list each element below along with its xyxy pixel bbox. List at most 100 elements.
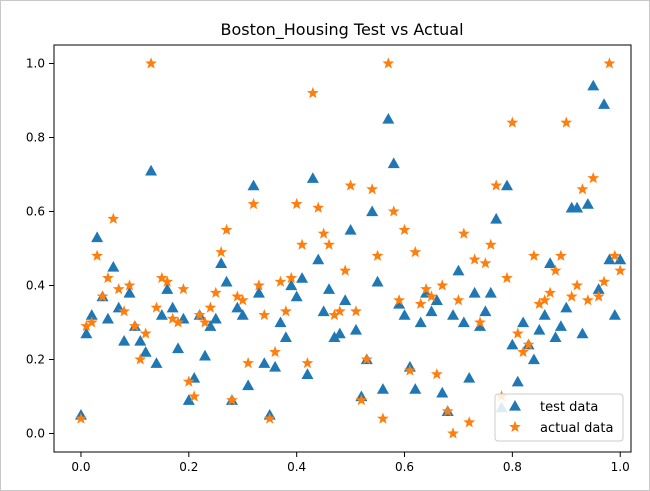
test-point	[118, 335, 131, 346]
test-point	[242, 379, 255, 391]
test-point	[339, 294, 352, 305]
test-point	[479, 305, 492, 317]
actual-point	[242, 357, 255, 369]
actual-point	[501, 271, 513, 284]
test-point	[376, 383, 389, 394]
y-tick-label: 0.8	[26, 131, 45, 145]
actual-point	[177, 283, 190, 295]
test-point	[371, 275, 384, 287]
test-point	[155, 309, 168, 320]
test-point	[538, 309, 551, 320]
actual-point	[107, 212, 120, 224]
y-tick-label: 0.0	[26, 427, 45, 441]
y-tick-label: 0.2	[26, 353, 45, 367]
test-point	[123, 286, 136, 298]
test-point	[608, 309, 621, 320]
actual-point	[377, 412, 389, 424]
test-point	[544, 257, 557, 268]
y-tick-label: 1.0	[26, 57, 45, 71]
actual-point	[317, 227, 330, 239]
test-point	[279, 331, 292, 342]
test-point	[91, 231, 104, 243]
x-tick-label: 1.0	[611, 460, 630, 474]
actual-point	[85, 316, 98, 328]
test-point	[511, 375, 524, 387]
test-point	[425, 305, 438, 317]
actual-point	[312, 201, 325, 213]
actual-point	[555, 249, 567, 261]
actual-point	[328, 308, 341, 321]
actual-point	[209, 286, 222, 298]
x-tick-label: 0.8	[503, 460, 522, 474]
test-point	[500, 179, 513, 191]
actual-point	[484, 238, 497, 250]
actual-point	[447, 427, 459, 439]
actual-point	[409, 246, 422, 258]
test-point	[587, 79, 600, 91]
chart-title: Boston_Housing Test vs Actual	[220, 20, 463, 40]
test-series	[74, 79, 627, 420]
test-point	[484, 286, 497, 298]
plot-area	[53, 44, 632, 453]
test-point	[430, 294, 443, 305]
actual-point	[290, 197, 303, 210]
actual-point	[506, 116, 519, 128]
test-point	[247, 179, 260, 191]
actual-point	[236, 294, 249, 306]
test-point	[468, 286, 481, 298]
test-point	[215, 257, 228, 268]
actual-point	[215, 246, 228, 258]
actual-point	[263, 412, 276, 424]
actual-point	[226, 394, 238, 406]
test-point	[285, 279, 298, 291]
actual-point	[247, 197, 260, 210]
test-point	[474, 320, 487, 331]
actual-point	[118, 305, 130, 317]
test-point	[209, 312, 222, 324]
actual-point	[528, 249, 540, 261]
test-point	[398, 309, 411, 320]
actual-point	[301, 357, 314, 369]
actual-point	[344, 179, 357, 191]
test-point	[506, 338, 519, 350]
test-point	[614, 253, 627, 265]
test-point	[490, 212, 503, 224]
actual-point	[75, 412, 87, 424]
actual-point	[285, 271, 298, 284]
test-point	[344, 224, 357, 235]
actual-point	[398, 223, 411, 236]
test-point	[161, 283, 174, 294]
test-point	[560, 301, 573, 313]
actual-point	[441, 405, 454, 417]
actual-point	[598, 275, 610, 287]
legend: test data actual data	[494, 393, 624, 442]
actual-point	[323, 238, 335, 250]
actual-point	[360, 353, 373, 365]
actual-point	[544, 286, 557, 298]
test-point	[198, 349, 211, 361]
actual-legend-marker	[509, 420, 521, 433]
actual-point	[576, 183, 589, 195]
actual-point	[436, 279, 449, 291]
test-point	[603, 253, 616, 265]
test-point	[571, 201, 584, 213]
test-point	[306, 172, 319, 183]
x-tick-label: 0.4	[287, 460, 306, 474]
test-point	[452, 264, 465, 276]
actual-point	[538, 294, 551, 306]
actual-point	[172, 316, 184, 328]
actual-point	[490, 179, 503, 191]
test-point	[204, 320, 217, 331]
actual-point	[150, 301, 163, 313]
actual-point	[182, 375, 195, 387]
test-point	[527, 353, 540, 365]
actual-point	[603, 57, 616, 69]
test-point	[101, 312, 114, 324]
test-point	[436, 386, 449, 398]
test-point	[80, 327, 93, 339]
actual-point	[139, 327, 152, 339]
actual-point	[571, 279, 583, 291]
test-point	[463, 372, 476, 383]
test-point	[414, 316, 427, 328]
